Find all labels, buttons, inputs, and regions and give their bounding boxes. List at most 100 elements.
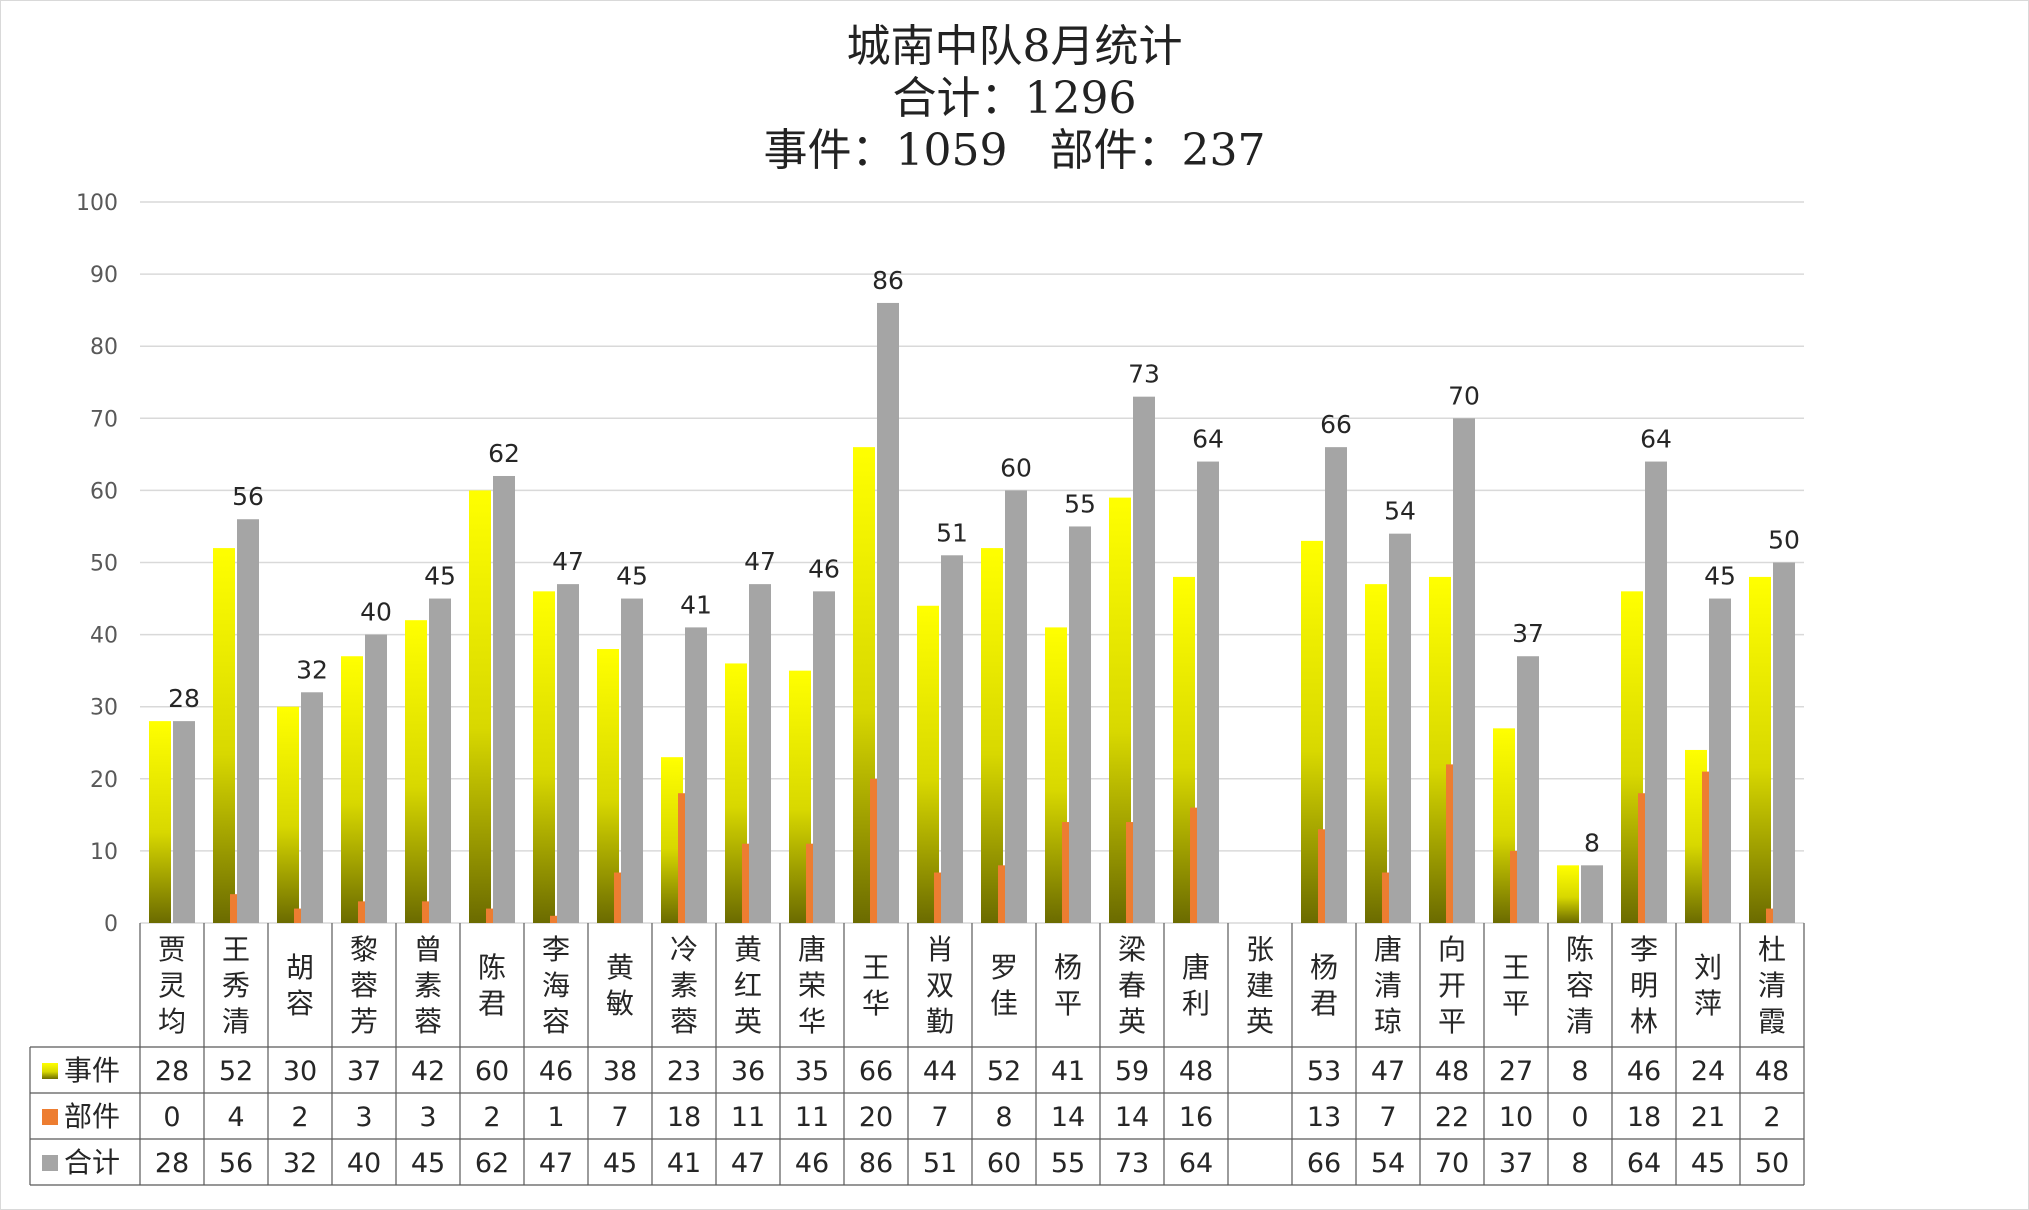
table-value: 8 <box>1571 1148 1588 1179</box>
table-value: 37 <box>347 1056 381 1087</box>
table-value: 22 <box>1435 1102 1469 1133</box>
bar-event <box>277 706 299 923</box>
data-label: 86 <box>872 266 904 295</box>
table-value: 30 <box>283 1056 317 1087</box>
category-label: 张建英 <box>1246 933 1274 1038</box>
bar-event <box>1301 540 1323 923</box>
category-label: 黄敏 <box>606 951 634 1020</box>
bar-event <box>341 656 363 923</box>
data-label: 66 <box>1320 410 1352 439</box>
table-value: 73 <box>1115 1148 1149 1179</box>
chart-subtitle-total: 合计：1296 <box>892 73 1137 124</box>
category-label: 黄红英 <box>734 933 762 1038</box>
table-value: 60 <box>987 1148 1021 1179</box>
table-value: 36 <box>731 1056 765 1087</box>
y-tick-label: 0 <box>104 912 118 937</box>
legend-key-total <box>42 1155 58 1171</box>
data-label: 28 <box>168 684 200 713</box>
data-label: 51 <box>936 518 968 547</box>
y-tick-label: 80 <box>90 335 118 360</box>
bar-event <box>1557 865 1579 923</box>
bar-event <box>853 447 875 923</box>
table-value: 42 <box>411 1056 445 1087</box>
table-value: 47 <box>1371 1056 1405 1087</box>
bar-total <box>1197 461 1219 923</box>
category-label: 梁春英 <box>1118 933 1146 1038</box>
category-label: 唐利 <box>1182 951 1210 1020</box>
table-value: 70 <box>1435 1148 1469 1179</box>
table-value: 16 <box>1179 1102 1213 1133</box>
bar-total <box>301 692 323 923</box>
category-label: 唐清琼 <box>1374 933 1402 1038</box>
bar-total <box>1581 865 1603 923</box>
table-value: 24 <box>1691 1056 1725 1087</box>
table-value: 59 <box>1115 1056 1149 1087</box>
table-value: 1 <box>547 1102 564 1133</box>
table-value: 3 <box>355 1102 372 1133</box>
table-value: 4 <box>227 1102 244 1133</box>
table-value: 56 <box>219 1148 253 1179</box>
category-label: 唐荣华 <box>798 933 826 1038</box>
data-label: 40 <box>360 598 392 627</box>
bar-event <box>405 620 427 923</box>
bar-event <box>597 649 619 923</box>
legend-label: 部件 <box>64 1100 120 1133</box>
bar-event <box>1749 576 1771 923</box>
table-value: 38 <box>603 1056 637 1087</box>
bar-total <box>173 721 195 923</box>
bar-total <box>749 584 771 923</box>
table-value: 45 <box>603 1148 637 1179</box>
table-value: 48 <box>1755 1056 1789 1087</box>
bar-event <box>725 663 747 923</box>
table-value: 40 <box>347 1148 381 1179</box>
table-value: 53 <box>1307 1056 1341 1087</box>
table-value: 27 <box>1499 1056 1533 1087</box>
table-value: 28 <box>155 1056 189 1087</box>
table-value: 32 <box>283 1148 317 1179</box>
table-value: 37 <box>1499 1148 1533 1179</box>
legend-key-event <box>42 1063 58 1079</box>
table-value: 2 <box>291 1102 308 1133</box>
table-value: 3 <box>419 1102 436 1133</box>
chart-title: 城南中队8月统计 <box>846 21 1183 72</box>
bar-total <box>621 598 643 923</box>
category-label: 向开平 <box>1438 933 1466 1038</box>
data-label: 32 <box>296 655 328 684</box>
data-label: 8 <box>1584 828 1600 857</box>
legend-label: 合计 <box>64 1146 120 1179</box>
data-label: 56 <box>232 482 264 511</box>
y-tick-label: 90 <box>90 263 118 288</box>
table-value: 47 <box>539 1148 573 1179</box>
table-value: 66 <box>859 1056 893 1087</box>
category-label: 胡容 <box>286 951 314 1020</box>
data-label: 41 <box>680 590 712 619</box>
category-label: 王华 <box>862 951 890 1020</box>
data-label: 73 <box>1128 360 1160 389</box>
table-value: 23 <box>667 1056 701 1087</box>
category-label: 李明林 <box>1630 933 1658 1038</box>
category-label: 肖双勤 <box>926 933 954 1038</box>
table-value: 52 <box>219 1056 253 1087</box>
category-label: 李海容 <box>542 933 570 1038</box>
bar-event <box>1109 497 1131 923</box>
bar-total <box>1517 656 1539 923</box>
bar-total <box>429 598 451 923</box>
data-label: 47 <box>552 547 584 576</box>
bar-total <box>1005 490 1027 923</box>
table-value: 7 <box>931 1102 948 1133</box>
table-value: 11 <box>795 1102 829 1133</box>
bar-event <box>149 721 171 923</box>
data-label: 55 <box>1064 489 1096 518</box>
table-value: 2 <box>483 1102 500 1133</box>
data-label: 70 <box>1448 381 1480 410</box>
bar-total <box>1773 562 1795 923</box>
table-value: 46 <box>795 1148 829 1179</box>
table-value: 35 <box>795 1056 829 1087</box>
table-value: 55 <box>1051 1148 1085 1179</box>
category-label: 冷素蓉 <box>670 933 698 1038</box>
data-label: 37 <box>1512 619 1544 648</box>
bar-total <box>493 475 515 923</box>
bar-total <box>1389 533 1411 923</box>
table-value: 18 <box>667 1102 701 1133</box>
